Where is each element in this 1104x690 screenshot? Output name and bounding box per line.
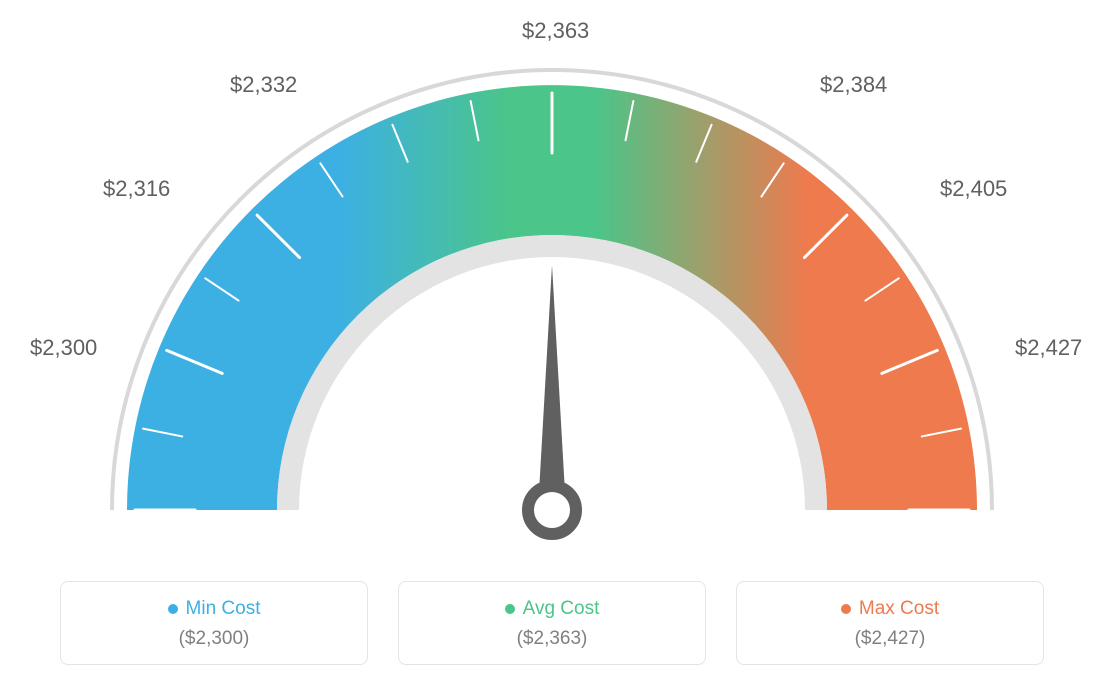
gauge-tick-label: $2,316 — [103, 176, 170, 202]
avg-cost-card: Avg Cost ($2,363) — [398, 581, 706, 665]
avg-dot-icon — [505, 604, 515, 614]
min-cost-card: Min Cost ($2,300) — [60, 581, 368, 665]
avg-cost-label: Avg Cost — [523, 598, 600, 620]
gauge-tick-label: $2,300 — [30, 335, 97, 361]
gauge-tick-label: $2,405 — [940, 176, 1007, 202]
min-cost-title: Min Cost — [81, 598, 347, 620]
max-cost-value: ($2,427) — [757, 628, 1023, 650]
max-cost-title: Max Cost — [757, 598, 1023, 620]
gauge-tick-label: $2,332 — [230, 72, 297, 98]
gauge-tick-label: $2,427 — [1015, 335, 1082, 361]
max-cost-card: Max Cost ($2,427) — [736, 581, 1044, 665]
avg-cost-title: Avg Cost — [419, 598, 685, 620]
max-dot-icon — [841, 604, 851, 614]
min-cost-value: ($2,300) — [81, 628, 347, 650]
gauge-tick-label: $2,363 — [522, 18, 589, 44]
max-cost-label: Max Cost — [859, 598, 939, 620]
avg-cost-value: ($2,363) — [419, 628, 685, 650]
min-dot-icon — [168, 604, 178, 614]
gauge-tick-label: $2,384 — [820, 72, 887, 98]
min-cost-label: Min Cost — [186, 598, 261, 620]
gauge-chart — [0, 0, 1104, 560]
cost-gauge-widget: $2,300 $2,316 $2,332 $2,363 $2,384 $2,405 $2,4… — [0, 0, 1104, 690]
summary-cards: Min Cost ($2,300) Avg Cost ($2,363) Max … — [60, 581, 1044, 665]
